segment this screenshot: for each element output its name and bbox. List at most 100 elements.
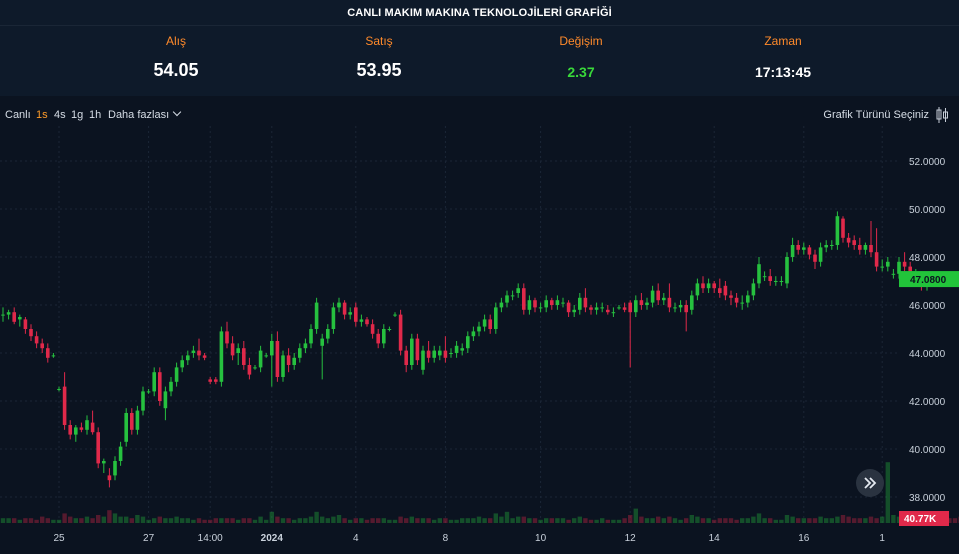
- candle-body: [432, 350, 436, 358]
- volume-bar: [336, 515, 342, 523]
- volume-bar: [196, 518, 202, 523]
- candle-body: [628, 302, 632, 313]
- tab-live[interactable]: Canlı: [5, 109, 31, 121]
- candle-body: [197, 350, 201, 356]
- volume-bar: [527, 518, 532, 523]
- volume-bar: [852, 518, 857, 523]
- volume-bar: [544, 518, 549, 523]
- volume-bar: [314, 511, 319, 523]
- volume-bar: [521, 516, 526, 523]
- volume-bar: [180, 518, 185, 523]
- candle-body: [359, 319, 364, 322]
- volume-bar: [510, 518, 515, 523]
- candle-body: [113, 461, 117, 476]
- candle-body: [701, 283, 705, 289]
- ask-label: Satış: [365, 34, 393, 48]
- candlestick-icon[interactable]: [935, 106, 949, 124]
- volume-bar: [588, 519, 594, 523]
- volume-bar: [460, 518, 465, 523]
- volume-bar: [678, 519, 683, 523]
- candle-body: [309, 329, 313, 344]
- candle-body: [191, 350, 196, 353]
- volume-bar: [723, 518, 728, 523]
- volume-bar: [303, 518, 308, 523]
- volume-bar: [185, 518, 190, 523]
- candle-body: [258, 350, 263, 368]
- candle-body: [180, 360, 184, 368]
- tab-timeframe-1s[interactable]: 1s: [36, 109, 48, 121]
- volume-bar: [639, 516, 644, 523]
- x-tick-label: 1: [879, 533, 885, 544]
- candle-body: [746, 295, 750, 303]
- candle-body: [169, 381, 173, 392]
- volume-bar: [768, 518, 773, 523]
- x-tick-label: 27: [143, 533, 155, 544]
- volume-bar: [532, 518, 538, 523]
- candle-body: [242, 348, 246, 365]
- volume-bar: [325, 518, 330, 523]
- volume-bar: [863, 518, 868, 523]
- candle-body: [382, 329, 386, 344]
- double-chevron-right-icon: [864, 477, 877, 489]
- candle-body: [398, 314, 403, 351]
- tab-timeframe-1h[interactable]: 1h: [89, 109, 102, 121]
- candlestick-chart[interactable]: 52.0000 50.0000 48.0000 46.0000 44.0000 42.00…: [0, 126, 959, 554]
- volume-bar: [600, 518, 605, 523]
- volume-bar: [348, 519, 353, 523]
- volume-bar: [426, 518, 431, 523]
- volume-bar: [342, 518, 347, 523]
- volume-bar: [420, 518, 426, 523]
- volume-bar: [68, 516, 73, 523]
- candle-body: [499, 302, 504, 308]
- chart-type-selector[interactable]: Grafik Türünü Seçiniz: [823, 109, 929, 121]
- candle-body: [124, 413, 128, 442]
- volume-bar: [728, 518, 734, 523]
- volume-bar: [258, 516, 263, 523]
- candle-body: [348, 312, 352, 315]
- candle-body: [555, 300, 560, 305]
- candle-body: [482, 319, 487, 327]
- candle-body: [617, 307, 621, 309]
- candle-body: [779, 281, 784, 282]
- last-volume-label: 40.77K: [904, 514, 937, 525]
- candle-body: [678, 305, 683, 308]
- candle-body: [415, 338, 420, 361]
- candle-body: [897, 261, 901, 274]
- y-tick-label: 40.0000: [909, 445, 946, 456]
- volume-bar: [163, 518, 168, 523]
- volume-bar: [73, 518, 78, 523]
- volume-bar: [476, 516, 482, 523]
- tab-timeframe-1g[interactable]: 1g: [71, 109, 84, 121]
- tab-timeframe-4s[interactable]: 4s: [54, 109, 66, 121]
- y-tick-label: 48.0000: [909, 253, 946, 264]
- volume-bar: [236, 519, 241, 523]
- volume-bar: [364, 519, 370, 523]
- volume-bar: [885, 462, 890, 523]
- candle-body: [135, 410, 140, 430]
- volume-bar: [264, 519, 269, 523]
- volume-bar: [269, 511, 274, 523]
- candle-body: [673, 307, 677, 309]
- volume-bar: [756, 513, 762, 523]
- volume-bar: [583, 518, 588, 523]
- scroll-to-latest-button[interactable]: [856, 469, 884, 497]
- volume-bar: [504, 511, 510, 523]
- candle-body: [1, 314, 5, 316]
- volume-bar: [432, 519, 437, 523]
- volume-bar: [96, 515, 101, 523]
- candle-body: [863, 245, 868, 250]
- volume-bar: [107, 510, 112, 523]
- more-timeframes-dropdown[interactable]: Daha fazlası: [108, 107, 182, 121]
- volume-bar: [224, 518, 230, 523]
- candle-body: [527, 300, 532, 310]
- x-tick-label: 12: [625, 533, 637, 544]
- volume-bar: [672, 518, 678, 523]
- last-price-marker: [899, 271, 959, 288]
- volume-bar: [152, 518, 157, 523]
- candle-body: [768, 276, 772, 281]
- volume-bar: [168, 518, 174, 523]
- candle-body: [443, 350, 448, 358]
- ask-value: 53.95: [356, 60, 402, 80]
- volume-bar: [202, 519, 207, 523]
- candle-body: [718, 288, 722, 293]
